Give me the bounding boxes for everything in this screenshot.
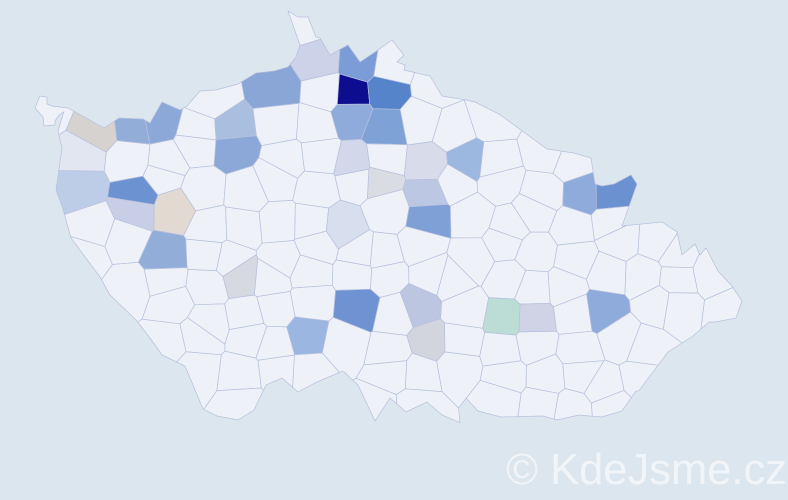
svg-text:© KdeJsme.cz: © KdeJsme.cz [506,446,787,494]
